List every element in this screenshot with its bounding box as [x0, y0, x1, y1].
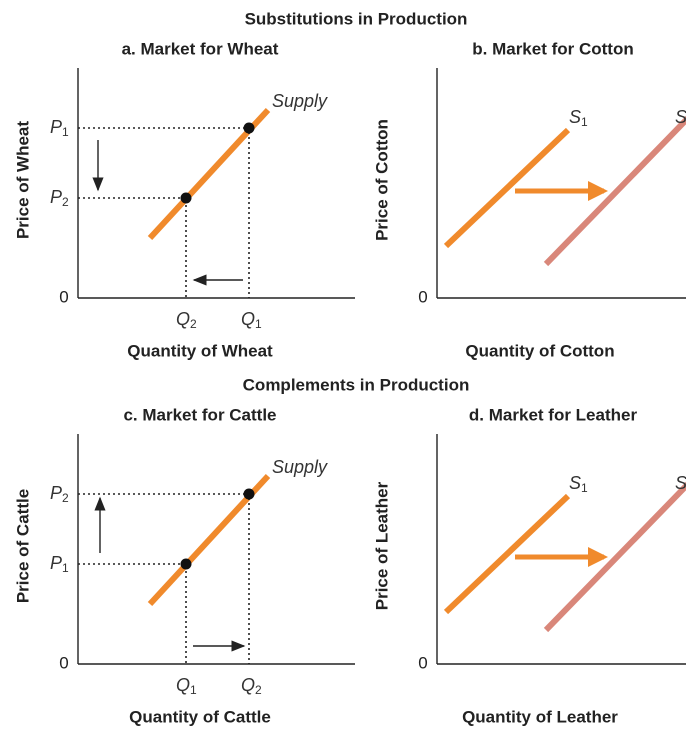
symbol-label: S	[675, 473, 686, 493]
x-axis-label: Quantity of Wheat	[127, 341, 273, 360]
symbol-label: S1	[569, 473, 588, 495]
panel-title: a. Market for Wheat	[122, 39, 279, 58]
y-axis-label: Price of Leather	[372, 481, 391, 610]
section-title: Complements in Production	[243, 375, 470, 394]
symbol-letter: S	[675, 473, 686, 493]
y-axis-label: Price of Cotton	[372, 119, 391, 241]
symbol-label: S1	[569, 107, 588, 129]
supply-curve-2	[543, 115, 686, 267]
symbol-letter: P	[50, 483, 62, 503]
symbol-subscript: 2	[190, 317, 197, 331]
y-axis-label: Price of Cattle	[13, 489, 32, 603]
symbol-label: Q1	[176, 675, 197, 697]
symbol-subscript: 1	[581, 481, 588, 495]
symbol-subscript: 2	[255, 683, 262, 697]
symbol-letter: P	[50, 553, 62, 573]
guide-lines	[78, 127, 250, 298]
panel-title: c. Market for Cattle	[123, 405, 276, 424]
symbol-letter: Q	[176, 309, 190, 329]
symbol-letter: S	[569, 107, 581, 127]
origin-label: 0	[59, 287, 68, 306]
panel-title: b. Market for Cotton	[472, 39, 634, 58]
y-axis-label: Price of Wheat	[13, 121, 32, 239]
symbol-subscript: 1	[62, 561, 69, 575]
x-axis-label: Quantity of Cattle	[129, 707, 271, 726]
symbol-letter: S	[675, 107, 686, 127]
equilibrium-point	[243, 122, 255, 134]
guide-lines	[78, 493, 250, 664]
symbol-subscript: 2	[62, 491, 69, 505]
symbol-subscript: 1	[62, 125, 69, 139]
symbol-subscript: 1	[255, 317, 262, 331]
panel-title: d. Market for Leather	[469, 405, 638, 424]
equilibrium-point	[180, 192, 192, 204]
supply-label: Supply	[272, 91, 328, 111]
symbol-label: P2	[50, 187, 69, 209]
section-title: Substitutions in Production	[245, 9, 468, 28]
x-axis-label: Quantity of Cotton	[465, 341, 614, 360]
symbol-subscript: 1	[581, 115, 588, 129]
symbol-label: P1	[50, 117, 69, 139]
origin-label: 0	[59, 653, 68, 672]
symbol-subscript: 1	[190, 683, 197, 697]
supply-curve-2	[543, 481, 686, 633]
origin-label: 0	[418, 287, 427, 306]
symbol-letter: Q	[176, 675, 190, 695]
symbol-letter: P	[50, 117, 62, 137]
symbol-label: Q1	[241, 309, 262, 331]
origin-label: 0	[418, 653, 427, 672]
symbol-letter: Q	[241, 309, 255, 329]
symbol-label: P1	[50, 553, 69, 575]
supply-curve-1	[443, 493, 571, 615]
equilibrium-point	[243, 488, 255, 500]
symbol-label: Q2	[176, 309, 197, 331]
equilibrium-point	[180, 558, 192, 570]
supply-curve-1	[443, 127, 571, 249]
supply-label: Supply	[272, 457, 328, 477]
symbol-letter: P	[50, 187, 62, 207]
symbol-label: Q2	[241, 675, 262, 697]
symbol-label: P2	[50, 483, 69, 505]
symbol-letter: Q	[241, 675, 255, 695]
symbol-label: S	[675, 107, 686, 127]
x-axis-label: Quantity of Leather	[462, 707, 618, 726]
symbol-letter: S	[569, 473, 581, 493]
symbol-subscript: 2	[62, 195, 69, 209]
